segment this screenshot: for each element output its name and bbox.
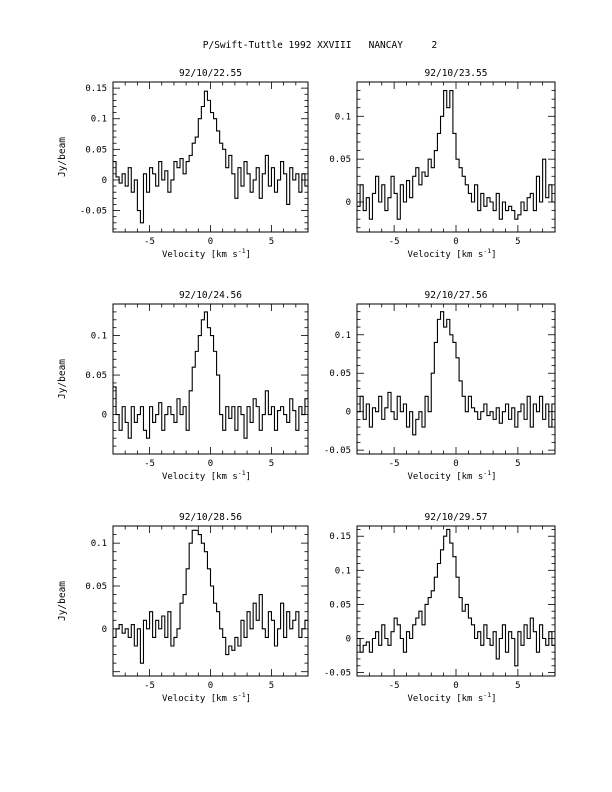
y-tick-label: 0.1 <box>91 115 107 125</box>
x-tick-label: 5 <box>269 237 274 247</box>
y-axis-label: Jy/beam <box>57 581 68 621</box>
x-axis-label-sup: -1 <box>238 247 246 255</box>
x-axis-label: Velocity [km s-1] <box>407 469 496 482</box>
x-axis-label-end: ] <box>246 472 251 482</box>
spectrum-line <box>113 529 308 664</box>
x-tick-label: -5 <box>389 237 400 247</box>
y-tick-label: 0.05 <box>329 369 351 379</box>
y-tick-label: 0 <box>102 176 107 186</box>
plot-frame <box>356 303 556 455</box>
x-tick-label: 0 <box>208 681 213 691</box>
y-tick-label: 0 <box>346 635 351 645</box>
spectrum-line <box>113 311 308 439</box>
x-axis-label-text: Velocity [km s <box>407 472 483 482</box>
x-tick-label: 0 <box>453 237 458 247</box>
spectrum-line <box>357 528 555 667</box>
x-axis-label-end: ] <box>491 472 496 482</box>
y-tick-label: 0.05 <box>85 582 107 592</box>
spectrum-panel-3: 92/10/24.56 -5 0 5 0 0.05 0.1 Velocity [km s-1]… <box>57 290 309 482</box>
panel-title: 92/10/29.57 <box>425 512 488 523</box>
spectrum-line <box>357 311 555 436</box>
plot-frame <box>112 303 309 455</box>
y-tick-label: 0.1 <box>335 112 351 122</box>
panel-title: 92/10/22.55 <box>179 68 242 79</box>
y-tick-label: 0 <box>102 625 107 635</box>
x-axis-label-sup: -1 <box>238 691 246 699</box>
y-tick-label: 0.05 <box>85 371 107 381</box>
x-tick-label: 5 <box>269 459 274 469</box>
y-tick-label: 0.05 <box>329 155 351 165</box>
plot-frame <box>112 525 309 677</box>
spectrum-line <box>113 90 308 224</box>
y-tick-label: -0.05 <box>80 207 107 217</box>
x-axis-label: Velocity [km s-1] <box>407 691 496 704</box>
panel-title: 92/10/28.56 <box>179 512 242 523</box>
x-tick-label: 0 <box>453 459 458 469</box>
x-tick-label: 0 <box>208 459 213 469</box>
x-axis-label-text: Velocity [km s <box>162 694 238 704</box>
page-header: P/Swift-Tuttle 1992 XXVIII NANCAY 2 <box>203 40 438 51</box>
spectrum-panel-4: 92/10/27.56 -5 0 5 -0.05 0 0.05 0.1 Velocity [km… <box>324 290 556 482</box>
y-tick-label: -0.05 <box>324 446 351 456</box>
y-axis-label: Jy/beam <box>57 137 68 177</box>
x-tick-label: 0 <box>453 681 458 691</box>
y-tick-label: -0.05 <box>324 669 351 679</box>
x-axis-label-sup: -1 <box>483 691 491 699</box>
x-axis-label-end: ] <box>491 250 496 260</box>
x-axis-label-text: Velocity [km s <box>407 250 483 260</box>
x-axis-label: Velocity [km s-1] <box>162 469 251 482</box>
y-tick-label: 0 <box>346 198 351 208</box>
x-axis-label-sup: -1 <box>238 469 246 477</box>
spectrum-line <box>357 90 555 220</box>
x-axis-label: Velocity [km s-1] <box>162 691 251 704</box>
y-tick-label: 0.1 <box>335 331 351 341</box>
y-tick-label: 0 <box>346 408 351 418</box>
panel-title: 92/10/23.55 <box>425 68 488 79</box>
x-tick-label: -5 <box>144 681 155 691</box>
x-tick-label: 5 <box>515 459 520 469</box>
y-tick-label: 0.05 <box>85 145 107 155</box>
y-tick-label: 0.1 <box>91 539 107 549</box>
x-tick-label: -5 <box>389 459 400 469</box>
x-tick-label: 5 <box>515 681 520 691</box>
spectrum-panel-6: 92/10/29.57 -5 0 5 -0.05 0 0.05 0.1 0.15 Velocity… <box>324 512 556 704</box>
spectrum-panel-2: 92/10/23.55 -5 0 5 0 0.05 0.1 Velocity [km s-1] <box>329 68 556 260</box>
x-axis-label: Velocity [km s-1] <box>162 247 251 260</box>
y-tick-label: 0 <box>102 411 107 421</box>
x-tick-label: 0 <box>208 237 213 247</box>
x-axis-label-sup: -1 <box>483 469 491 477</box>
x-axis-label-text: Velocity [km s <box>162 472 238 482</box>
x-axis-label: Velocity [km s-1] <box>407 247 496 260</box>
x-axis-label-end: ] <box>491 694 496 704</box>
x-tick-label: 5 <box>515 237 520 247</box>
x-axis-label-text: Velocity [km s <box>407 694 483 704</box>
y-tick-label: 0.15 <box>85 84 107 94</box>
plot-frame <box>356 525 556 677</box>
x-tick-label: 5 <box>269 681 274 691</box>
x-axis-label-end: ] <box>246 694 251 704</box>
spectrum-panel-5: 92/10/28.56 -5 0 5 0 0.05 0.1 Velocity [km s-1]… <box>57 512 309 704</box>
y-tick-label: 0.1 <box>335 566 351 576</box>
y-axis-label: Jy/beam <box>57 359 68 399</box>
spectrum-panel-1: 92/10/22.55 -5 0 5 -0.05 0 0.05 0.1 0.15 Velocity… <box>57 68 309 260</box>
x-tick-label: -5 <box>144 459 155 469</box>
x-tick-label: -5 <box>144 237 155 247</box>
x-axis-label-sup: -1 <box>483 247 491 255</box>
panel-title: 92/10/27.56 <box>425 290 488 301</box>
y-tick-label: 0.15 <box>329 532 351 542</box>
y-tick-label: 0.05 <box>329 600 351 610</box>
x-axis-label-text: Velocity [km s <box>162 250 238 260</box>
panel-title: 92/10/24.56 <box>179 290 242 301</box>
x-tick-label: -5 <box>389 681 400 691</box>
x-axis-label-end: ] <box>246 250 251 260</box>
y-tick-label: 0.1 <box>91 332 107 342</box>
